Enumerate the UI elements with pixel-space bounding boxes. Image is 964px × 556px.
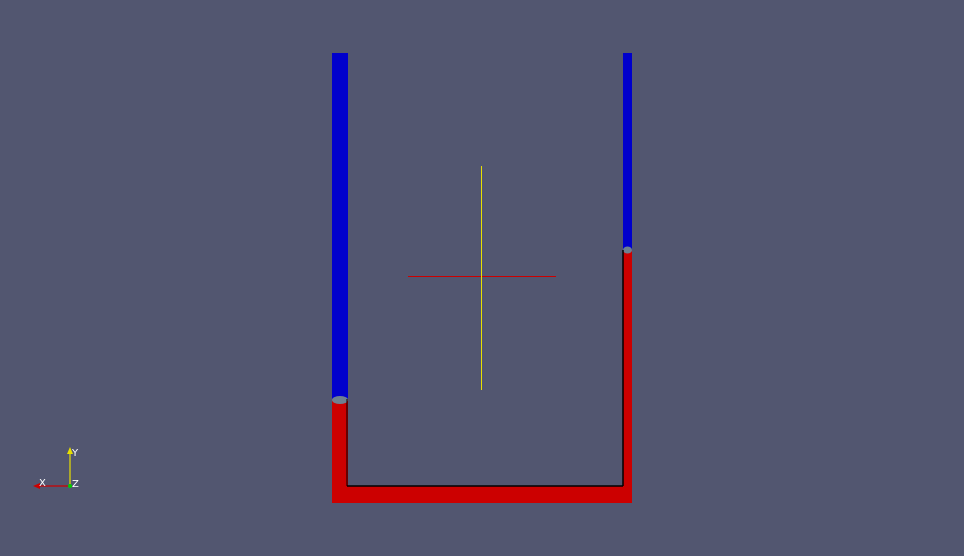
x-axis-label: X bbox=[39, 478, 46, 489]
right-interface bbox=[623, 246, 632, 254]
x-axis-arrow bbox=[33, 483, 40, 489]
bottom-leg-fluid bbox=[332, 486, 632, 503]
z-axis-label: Z bbox=[72, 479, 79, 490]
right-leg-upper-fluid bbox=[623, 53, 632, 250]
y-axis-arrow bbox=[67, 447, 73, 454]
z-axis-dot bbox=[68, 484, 72, 488]
center-of-rotation-cross-icon bbox=[408, 166, 556, 390]
left-interface bbox=[332, 396, 348, 404]
orientation-axes-icon: X Y Z bbox=[33, 447, 79, 490]
left-leg-lower-fluid bbox=[332, 399, 348, 503]
left-leg-upper-fluid bbox=[332, 53, 348, 399]
right-leg-lower-fluid bbox=[623, 250, 632, 503]
y-axis-label: Y bbox=[71, 448, 79, 459]
u-tube bbox=[332, 53, 632, 503]
